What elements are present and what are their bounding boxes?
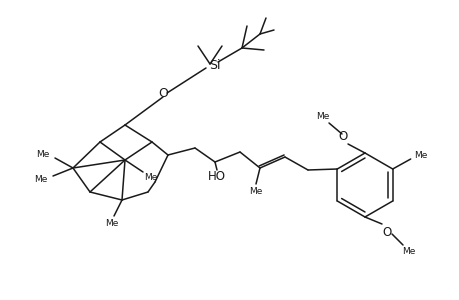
Text: Si: Si	[209, 58, 220, 71]
Text: Me: Me	[249, 188, 262, 196]
Text: Me: Me	[105, 220, 118, 229]
Text: Me: Me	[316, 112, 329, 121]
Text: Me: Me	[144, 173, 157, 182]
Text: HO: HO	[207, 169, 225, 182]
Text: Me: Me	[413, 151, 426, 160]
Text: Me: Me	[402, 248, 415, 256]
Text: O: O	[381, 226, 391, 238]
Text: O: O	[338, 130, 347, 142]
Text: Me: Me	[36, 149, 50, 158]
Text: O: O	[158, 86, 168, 100]
Text: Me: Me	[34, 176, 48, 184]
